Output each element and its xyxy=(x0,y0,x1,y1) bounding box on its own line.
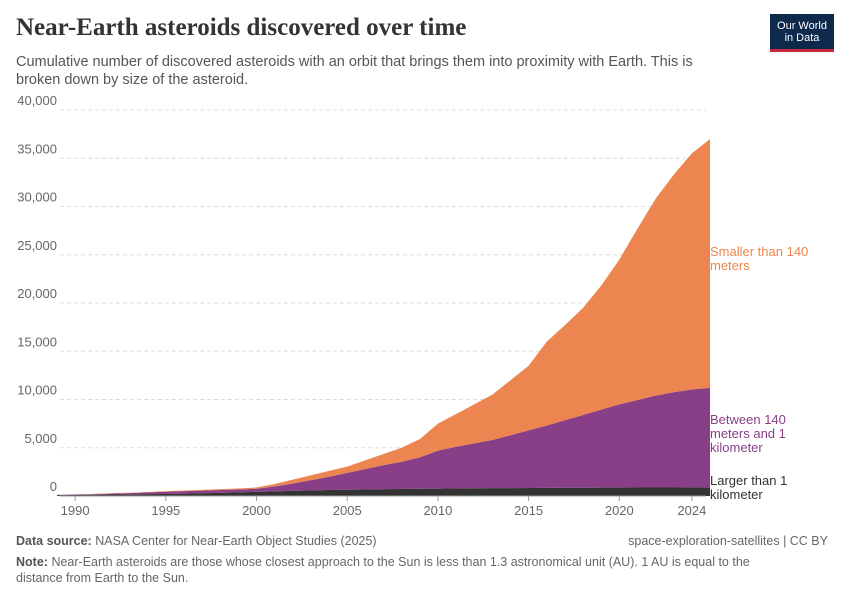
logo[interactable]: Our World in Data xyxy=(770,14,834,52)
y-tick-label: 20,000 xyxy=(17,286,57,301)
y-tick-label: 10,000 xyxy=(17,383,57,398)
source-text: NASA Center for Near-Earth Object Studie… xyxy=(95,534,377,548)
chart-subtitle: Cumulative number of discovered asteroid… xyxy=(16,54,693,88)
chart-title: Near-Earth asteroids discovered over tim… xyxy=(16,14,467,41)
area xyxy=(57,487,710,496)
x-tick-label: 2020 xyxy=(605,503,634,518)
x-tick-label: 2010 xyxy=(423,503,452,518)
source-label: Data source: xyxy=(16,534,92,548)
legend-label: Between 140 meters and 1 kilometer xyxy=(710,411,786,455)
x-tick-label: 2015 xyxy=(514,503,543,518)
note-label: Note: xyxy=(16,555,48,569)
y-tick-label: 25,000 xyxy=(17,238,57,253)
y-tick-label: 40,000 xyxy=(17,93,57,108)
logo-line: in Data xyxy=(784,32,820,44)
license[interactable]: space-exploration-satellites | CC BY xyxy=(628,534,828,548)
source: Data source: NASA Center for Near-Earth … xyxy=(16,533,377,549)
area xyxy=(57,387,710,496)
note: Note: Near-Earth asteroids are those who… xyxy=(16,554,796,586)
y-tick-label: 15,000 xyxy=(17,334,57,349)
x-tick-label: 2005 xyxy=(333,503,362,518)
x-tick-label: 2024 xyxy=(677,503,706,518)
x-tick-label: 2000 xyxy=(242,503,271,518)
x-tick-label: 1990 xyxy=(61,503,90,518)
legend-label: Smaller than 140 meters xyxy=(710,244,809,274)
y-tick-label: 0 xyxy=(50,479,57,494)
note-text: Near-Earth asteroids are those whose clo… xyxy=(16,555,750,585)
y-tick-label: 5,000 xyxy=(24,431,57,446)
logo-line: Our World xyxy=(777,20,827,32)
legend-label: Larger than 1 kilometer xyxy=(710,472,788,502)
y-tick-label: 35,000 xyxy=(17,141,57,156)
x-tick-label: 1995 xyxy=(151,503,180,518)
area xyxy=(57,138,710,495)
y-tick-label: 30,000 xyxy=(17,190,57,205)
